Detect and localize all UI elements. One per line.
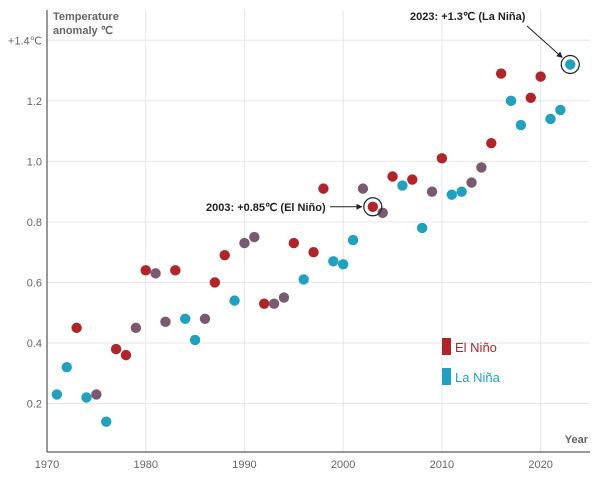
data-point [446,189,457,200]
data-point [545,113,556,125]
data-point [150,268,161,279]
data-point [71,322,82,334]
y-tick-label: 0.6 [27,277,42,289]
data-point [476,162,487,173]
highlight-ring [363,197,383,217]
data-point [337,259,349,270]
data-point [486,138,497,149]
data-point [288,237,300,249]
data-point [268,298,280,309]
legend-swatch [442,368,451,385]
data-point [249,231,260,243]
annotation-arrow [526,25,563,58]
x-tick-label: 2020 [528,459,552,471]
data-point [81,392,92,403]
data-point [426,186,438,197]
data-point [189,334,201,346]
data-point [347,234,359,246]
y-tick-label: 0.4 [27,338,42,350]
data-point [357,183,369,194]
legend-label: El Niño [455,340,497,355]
y-tick-label: 1.0 [27,156,42,168]
legend-swatch [442,338,451,355]
data-point [555,104,566,116]
data-point [377,207,388,219]
data-point [199,313,211,324]
data-point [328,256,339,267]
x-tick-label: 1970 [35,459,59,471]
data-point [367,201,378,212]
data-point [308,246,319,258]
data-point [219,250,230,261]
data-point [239,237,250,249]
data-point [278,292,290,303]
data-point [436,153,448,164]
data-point [525,92,536,103]
data-point [101,416,112,427]
x-tick-label: 2010 [430,459,454,471]
y-tick-label: 0.2 [27,399,42,411]
data-point [51,389,63,400]
data-point [397,180,408,191]
x-tick-label: 2000 [331,459,355,471]
data-point [535,71,546,82]
data-point [180,313,191,324]
x-tick-label: 1990 [232,459,256,471]
legend-label: La Niña [455,370,501,385]
data-point [259,298,270,309]
data-point [298,274,309,285]
y-axis-title: Temperature [53,11,119,23]
y-tick-label: 1.2 [27,96,42,108]
data-point [456,186,467,197]
data-point [495,68,507,79]
data-point [120,349,132,361]
data-point [407,174,418,185]
data-point [229,295,240,306]
data-point [416,222,428,234]
data-point [466,177,477,188]
data-point [110,343,122,355]
y-tick-label: +1.4℃ [8,35,42,47]
data-point [91,389,102,400]
data-point [130,322,142,334]
annotation-label: 2023: +1.3℃ (La Niña) [410,11,526,23]
x-tick-label: 1980 [133,459,157,471]
data-point [505,95,517,107]
data-point [318,183,329,194]
y-tick-label: 0.8 [27,217,42,229]
data-point [515,119,527,131]
data-point [565,59,576,70]
data-point [140,265,151,276]
y-axis-title: anomaly ℃ [53,25,113,37]
annotation-label: 2003: +0.85℃ (El Niño) [206,202,326,214]
x-axis-title: Year [565,434,589,446]
data-point [170,265,181,276]
highlight-ring [560,54,580,75]
data-point [387,171,398,182]
data-point [160,316,171,328]
data-point [209,277,221,288]
data-point [61,362,72,373]
